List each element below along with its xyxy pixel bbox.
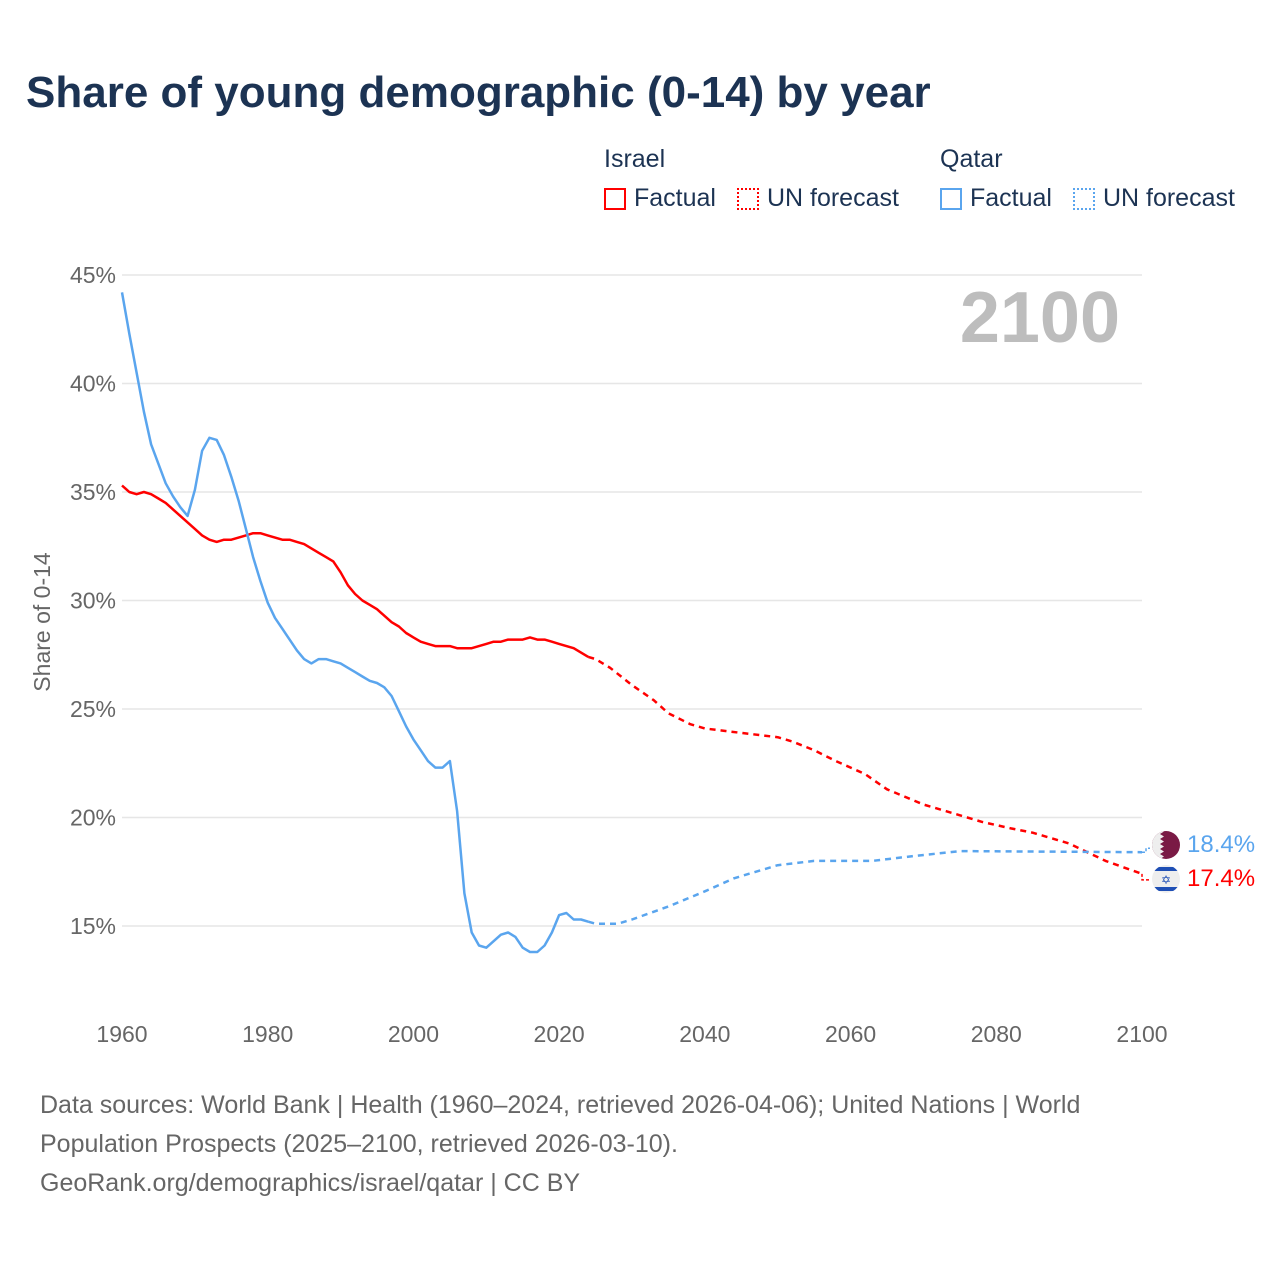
- qatar-end-label: 18.4%: [1187, 831, 1255, 858]
- x-tick-label: 2060: [825, 1021, 876, 1047]
- source-line: Population Prospects (2025–2100, retriev…: [40, 1130, 678, 1158]
- year-watermark: 2100: [960, 278, 1120, 358]
- qatar-label-connector: [1142, 847, 1150, 853]
- x-tick-label: 1960: [96, 1021, 147, 1047]
- legend-label: UN forecast: [1102, 184, 1235, 212]
- israel-label-connector: [1141, 873, 1150, 881]
- legend-label: Factual: [970, 184, 1052, 212]
- legend-israel-forecast[interactable]: UN forecast: [736, 184, 899, 213]
- y-tick-label: 35%: [70, 479, 116, 505]
- israel-factual-line: [121, 484, 589, 658]
- x-tick-label: 2040: [679, 1021, 730, 1047]
- y-tick-label: 30%: [70, 588, 116, 614]
- qatar-un-forecast-line: [587, 849, 1143, 926]
- x-tick-label: 1980: [242, 1021, 293, 1047]
- israel-un-forecast-line: [587, 655, 1143, 876]
- svg-text:✡: ✡: [1161, 873, 1171, 887]
- dotted-swatch-icon: [736, 187, 759, 210]
- solid-swatch-icon: [604, 187, 626, 210]
- qatar-flag-icon: [1152, 831, 1180, 859]
- y-tick-label: 15%: [70, 913, 116, 939]
- y-tick-label: 20%: [70, 805, 116, 831]
- legend-label: UN forecast: [766, 184, 899, 212]
- legend-label: Factual: [634, 184, 716, 212]
- y-tick-label: 25%: [70, 696, 116, 722]
- legend-qatar-forecast[interactable]: UN forecast: [1072, 184, 1235, 213]
- legend-israel-factual[interactable]: Factual: [604, 184, 716, 213]
- legend-qatar-title: Qatar: [940, 145, 1003, 173]
- chart-title: Share of young demographic (0-14) by yea…: [26, 68, 931, 117]
- dotted-swatch-icon: [1072, 187, 1095, 210]
- legend-qatar-factual[interactable]: Factual: [940, 184, 1052, 213]
- israel-end-label: 17.4%: [1187, 865, 1255, 892]
- legend-israel: Israel Factual UN forecast: [604, 145, 913, 217]
- y-tick-label: 45%: [70, 262, 116, 288]
- x-tick-label: 2100: [1116, 1021, 1167, 1047]
- source-link[interactable]: GeoRank.org/demographics/israel/qatar | …: [40, 1169, 581, 1197]
- solid-swatch-icon: [940, 187, 962, 210]
- source-note: Data sources: World Bank | Health (1960–…: [40, 1086, 1160, 1203]
- x-tick-label: 2020: [534, 1021, 585, 1047]
- x-tick-label: 2080: [971, 1021, 1022, 1047]
- legend-qatar: Qatar Factual UN forecast: [940, 145, 1249, 217]
- y-tick-label: 40%: [70, 371, 116, 397]
- qatar-factual-line: [120, 292, 589, 954]
- x-tick-label: 2000: [388, 1021, 439, 1047]
- y-axis-label: Share of 0-14: [29, 552, 55, 692]
- source-line: Data sources: World Bank | Health (1960–…: [40, 1091, 1081, 1119]
- line-chart: 15% 20% 25% 30% 35% 40% 45% 1960 1980 2000 2020 204…: [29, 262, 1255, 1047]
- israel-flag-icon: ✡: [1152, 865, 1180, 893]
- legend-israel-title: Israel: [604, 145, 666, 173]
